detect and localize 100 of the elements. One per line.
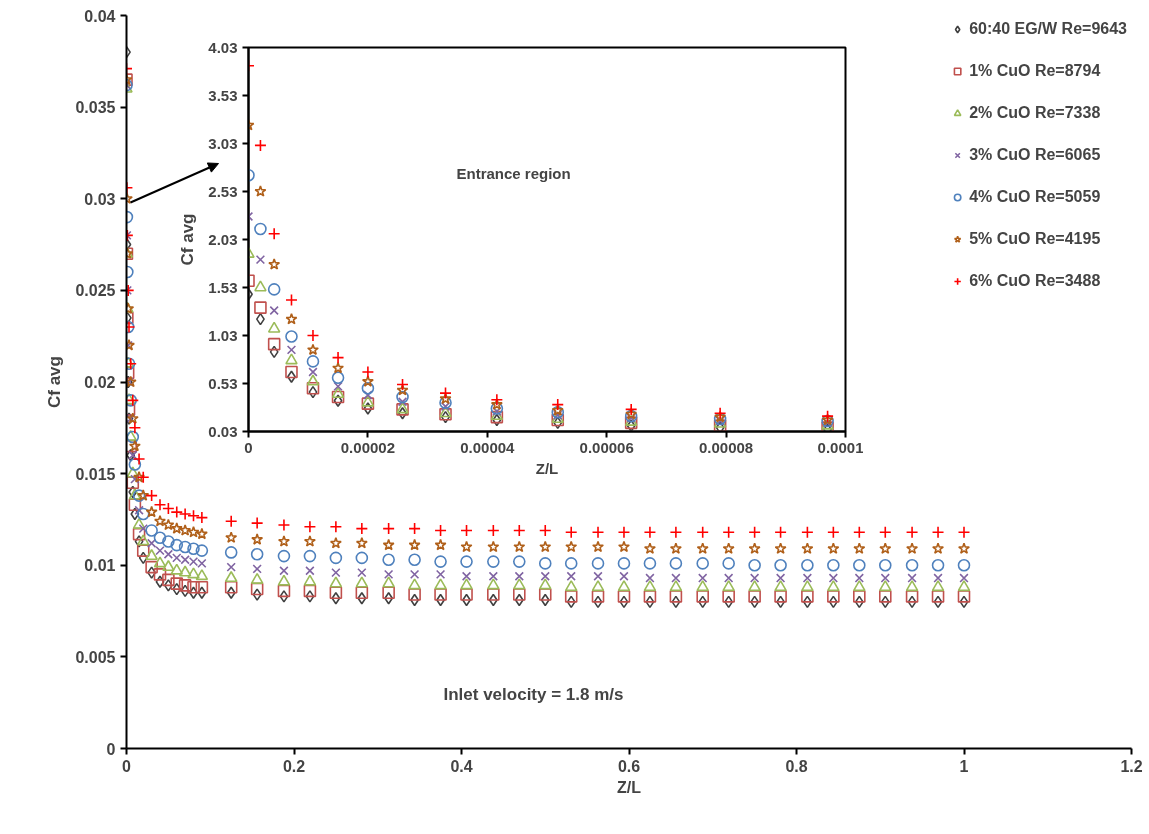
point [591, 540, 605, 553]
point [306, 343, 320, 356]
point [153, 514, 167, 527]
point [303, 549, 317, 563]
x-tick-label: 1.2 [1120, 757, 1143, 775]
point [145, 560, 158, 574]
point [254, 280, 267, 292]
point [285, 353, 298, 365]
point [195, 544, 209, 557]
point [136, 507, 150, 521]
x-axis-title: Z/L [617, 778, 642, 796]
point [136, 470, 150, 484]
point [932, 542, 945, 555]
point [170, 522, 183, 534]
point [357, 567, 367, 578]
point [408, 578, 421, 590]
point [698, 573, 708, 583]
y-axis-title: Cf avg [45, 356, 65, 408]
point [132, 517, 146, 529]
point [566, 571, 576, 581]
point [724, 595, 734, 609]
point [187, 542, 200, 556]
point [439, 386, 452, 400]
point [355, 536, 368, 549]
legend-label: 3% CuO Re=6065 [969, 146, 1101, 164]
point [490, 402, 504, 415]
point [696, 590, 709, 603]
point [408, 588, 421, 601]
point [619, 571, 629, 581]
point [957, 525, 971, 539]
point [564, 590, 578, 603]
point [540, 571, 550, 581]
point [170, 577, 184, 590]
point [879, 542, 892, 555]
point [564, 580, 578, 592]
point [153, 498, 167, 512]
point [906, 542, 919, 555]
point [163, 549, 174, 559]
point [801, 558, 814, 572]
point [153, 531, 167, 545]
point [153, 556, 167, 568]
point [434, 555, 447, 568]
point [224, 570, 238, 583]
point [132, 489, 146, 502]
point [748, 590, 761, 603]
point [305, 590, 315, 603]
point [723, 573, 734, 583]
point [821, 409, 834, 423]
point [172, 582, 182, 596]
point [134, 505, 144, 515]
point [551, 398, 565, 411]
point [487, 588, 500, 601]
point [853, 542, 866, 555]
point [749, 573, 760, 583]
legend-label: 5% CuO Re=4195 [969, 230, 1101, 248]
x-tick-label: 0.6 [617, 757, 641, 775]
point [492, 406, 502, 417]
point [696, 580, 709, 592]
point [774, 580, 787, 592]
point [187, 580, 200, 594]
point [878, 558, 892, 572]
point [128, 488, 142, 500]
point [434, 524, 447, 537]
point [145, 548, 158, 561]
point [827, 542, 840, 555]
point [853, 525, 866, 539]
point [170, 563, 184, 575]
point [440, 401, 451, 412]
point [512, 524, 526, 537]
point [880, 595, 890, 609]
point [250, 516, 264, 530]
point [180, 584, 190, 598]
point [514, 593, 524, 607]
point [957, 558, 971, 572]
y-tick-label: 0.04 [84, 7, 116, 25]
point [285, 293, 298, 307]
point [593, 595, 603, 609]
point [487, 540, 500, 553]
point [854, 573, 864, 583]
point [828, 595, 838, 609]
point [827, 525, 840, 539]
point [136, 534, 150, 546]
point [178, 579, 192, 592]
point [397, 397, 408, 407]
point [669, 580, 683, 592]
point [332, 361, 345, 374]
x-tick-label: 0.8 [785, 757, 808, 775]
point [145, 489, 158, 502]
point [254, 301, 267, 314]
point [138, 523, 148, 534]
y-tick-label: 2.53 [208, 182, 238, 200]
point [853, 558, 866, 572]
point [461, 571, 472, 581]
point [591, 557, 605, 570]
point [907, 595, 917, 609]
point [269, 345, 279, 359]
point [878, 590, 892, 603]
point [722, 580, 735, 592]
point [179, 524, 192, 536]
point [617, 590, 631, 603]
